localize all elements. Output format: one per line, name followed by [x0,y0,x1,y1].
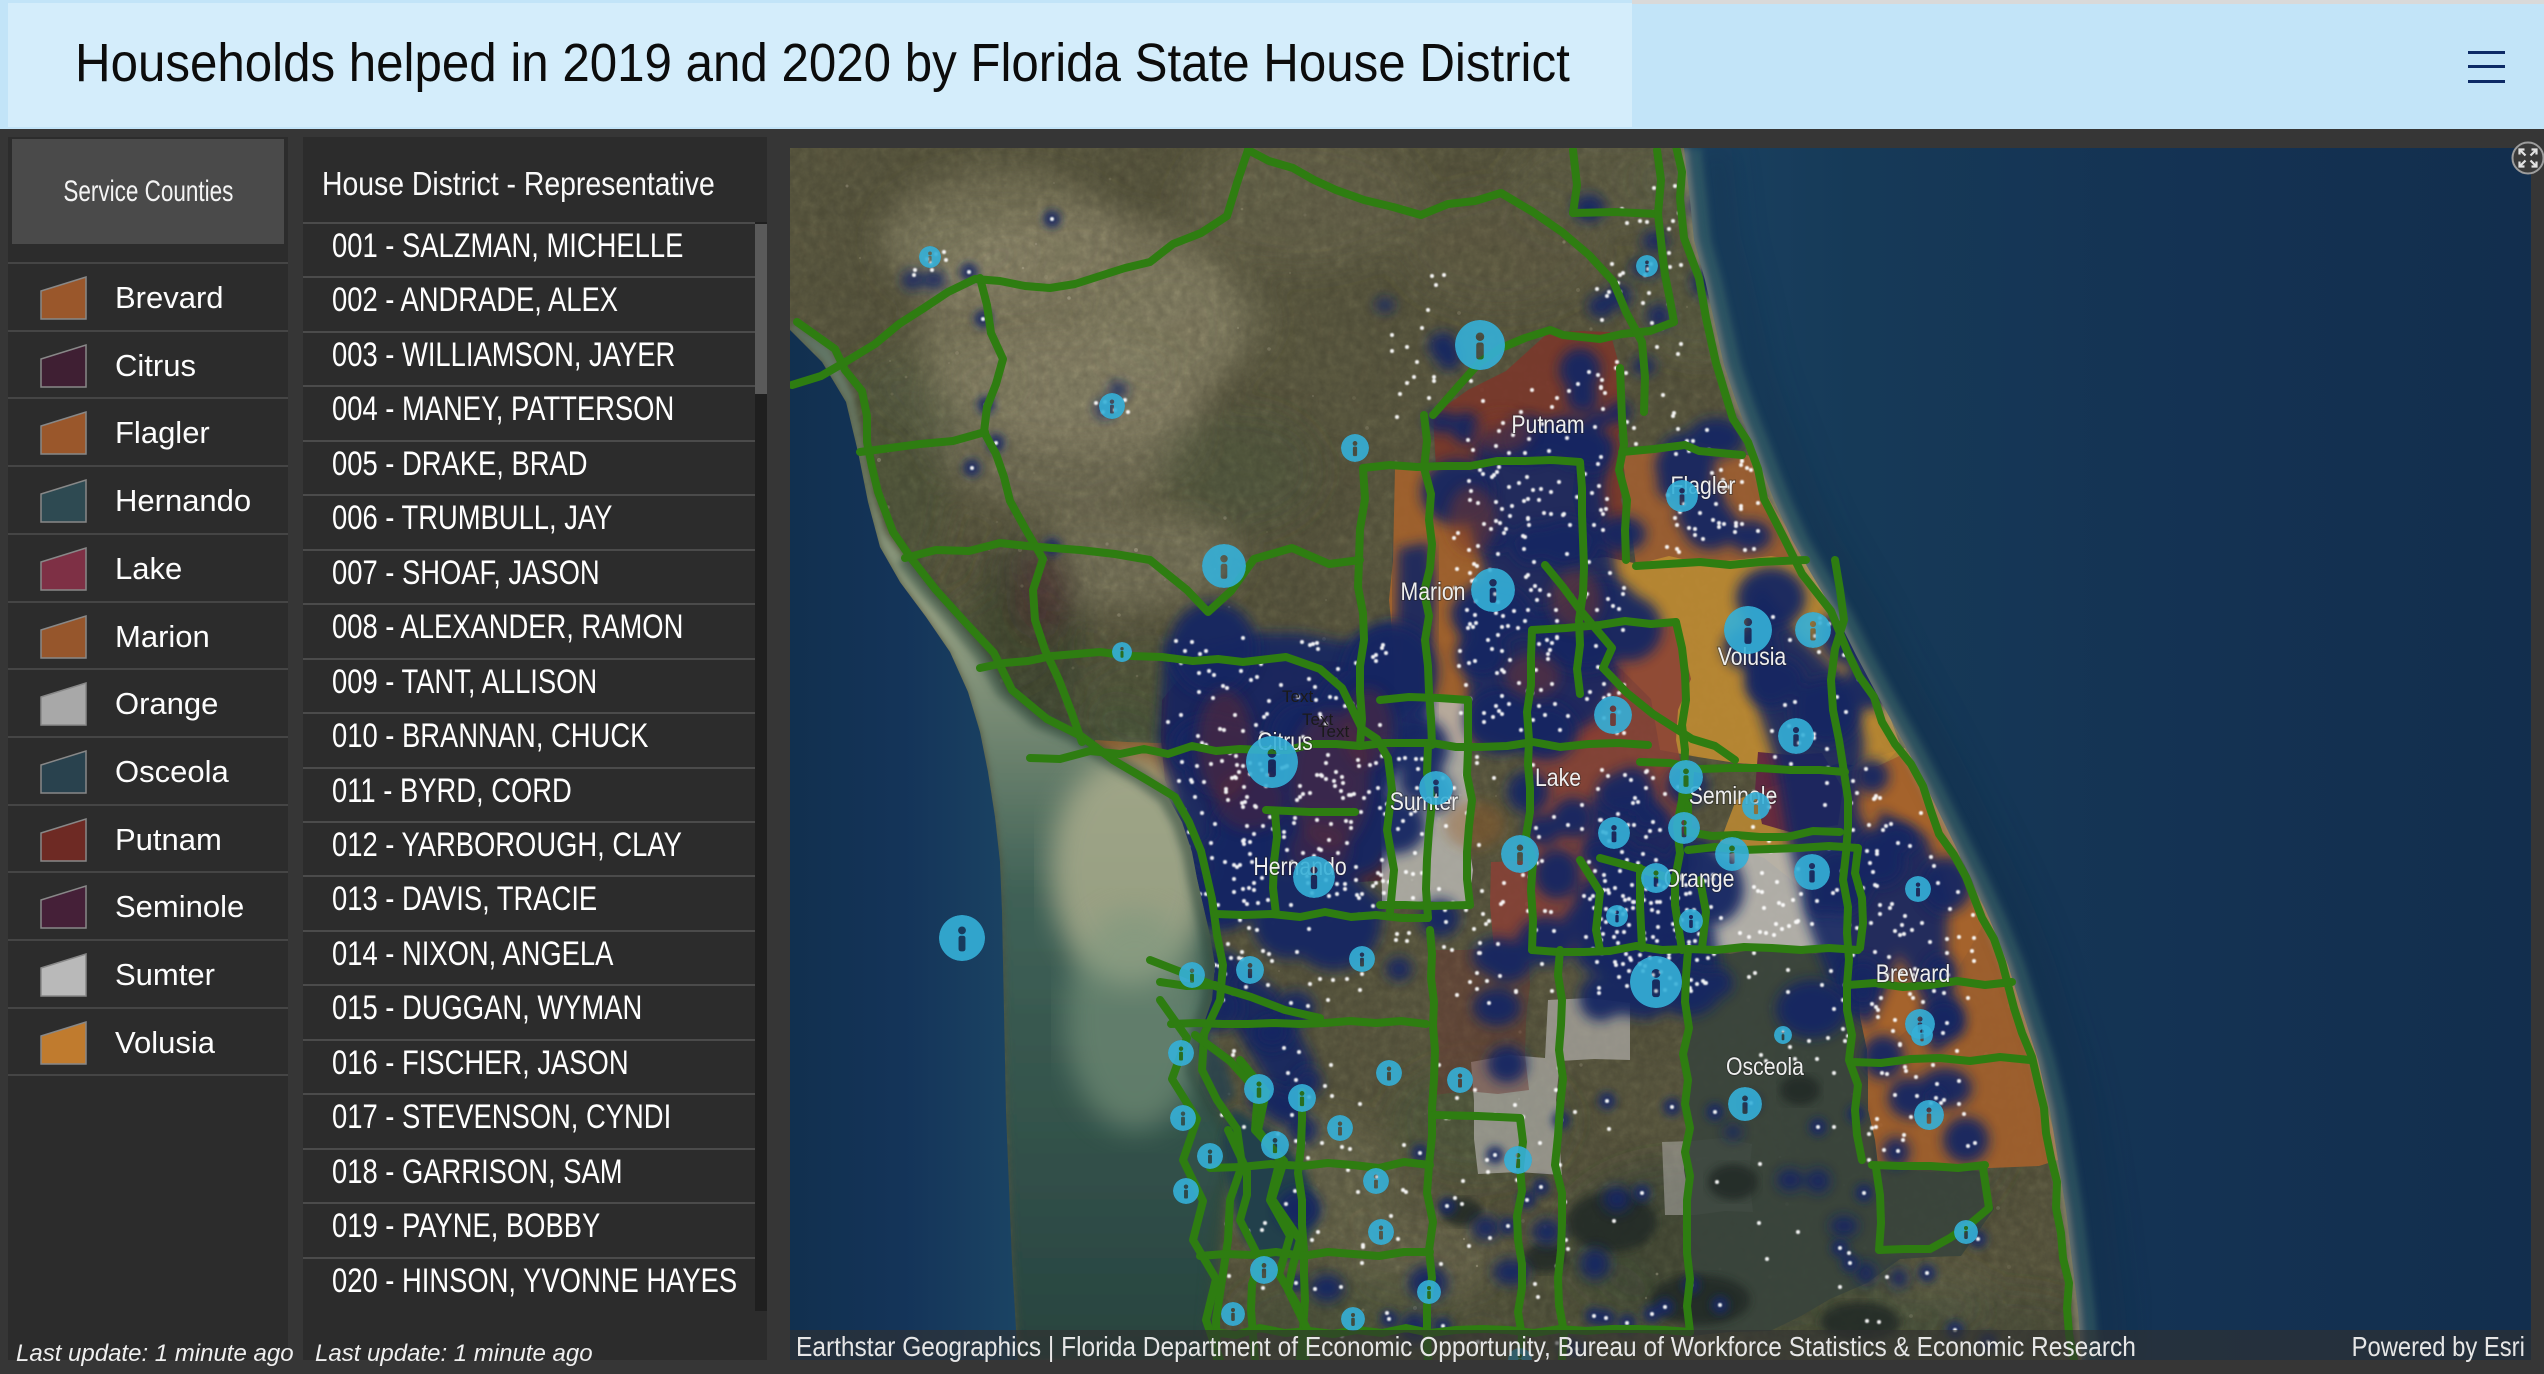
svg-text:Lake: Lake [1535,763,1581,791]
svg-text:Osceola: Osceola [1726,1052,1804,1080]
svg-text:Putnam: Putnam [1511,410,1584,438]
svg-text:Brevard: Brevard [1876,959,1950,987]
svg-text:Text: Text [1302,710,1333,729]
svg-text:Text: Text [1282,687,1313,706]
svg-text:Marion: Marion [1401,577,1466,605]
svg-text:Text: Text [1318,722,1349,741]
